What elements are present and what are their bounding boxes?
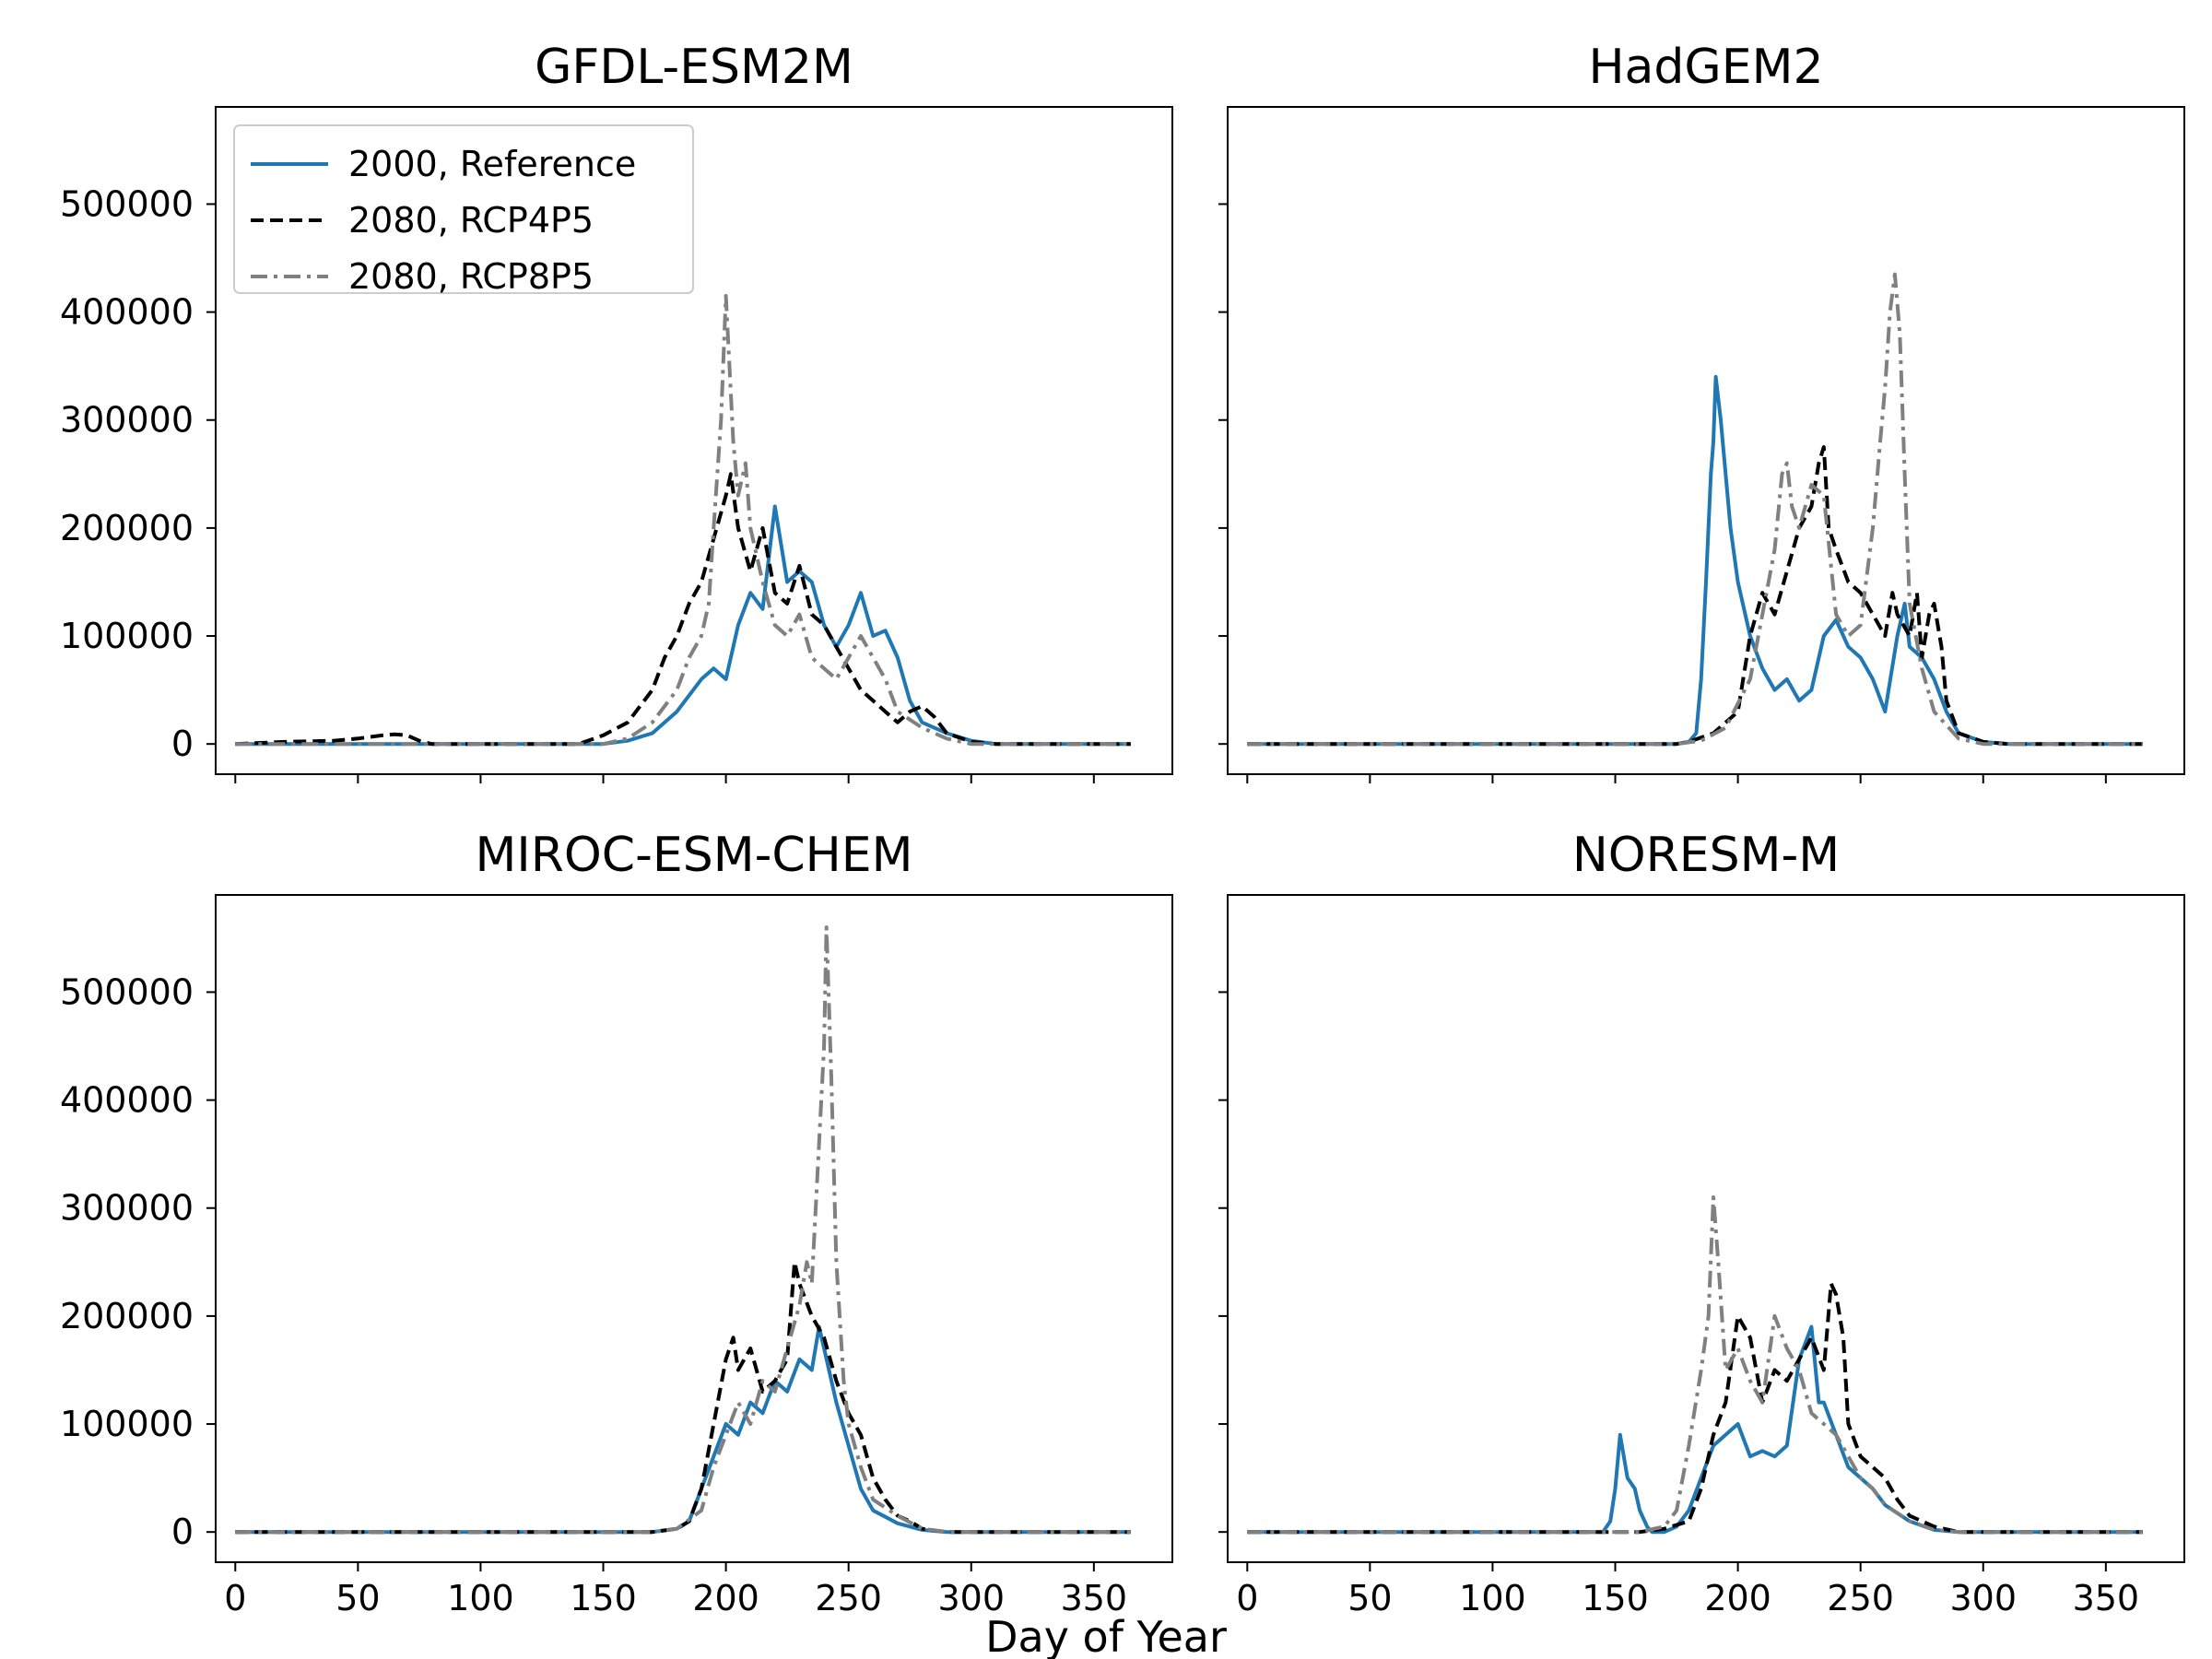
x-axis-label: Day of Year <box>985 1612 1227 1659</box>
panel-3: NORESM-M 0 50 100 150 200 250 300 350 <box>1218 828 2185 1618</box>
series-line <box>235 472 1131 747</box>
panel-title: GFDL-ESM2M <box>535 40 853 95</box>
series-line <box>1247 272 2143 747</box>
panel-1: HadGEM2 <box>1218 40 2185 783</box>
panel-title: MIROC-ESM-CHEM <box>476 828 913 883</box>
series-line <box>1247 445 2143 747</box>
series-line <box>235 1260 1131 1535</box>
legend: 2000, Reference 2080, RCP4P5 2080, RCP8P5 <box>233 124 694 297</box>
y-tick-label: 0 <box>171 724 194 764</box>
x-tick-label: 50 <box>1347 1578 1392 1618</box>
x-tick-label: 0 <box>1236 1578 1258 1618</box>
legend-box <box>233 124 694 294</box>
x-tick-label: 150 <box>1582 1578 1649 1618</box>
panel-title: HadGEM2 <box>1588 40 1823 95</box>
x-tick-label: 350 <box>2073 1578 2140 1618</box>
series-group <box>235 925 1131 1535</box>
x-tick-label: 200 <box>692 1578 759 1618</box>
series-line <box>1247 1195 2143 1535</box>
y-tick-label: 300000 <box>60 1188 194 1229</box>
y-tick-label: 500000 <box>60 971 194 1012</box>
x-tick-label: 100 <box>447 1578 514 1618</box>
y-tick-label: 300000 <box>60 400 194 441</box>
series-line <box>235 925 1131 1535</box>
legend-label: 2080, RCP8P5 <box>348 256 594 297</box>
x-tick-label: 0 <box>224 1578 246 1618</box>
series-line <box>235 504 1131 747</box>
series-line <box>1247 374 2143 747</box>
panel-title: NORESM-M <box>1572 828 1840 883</box>
panel-0: GFDL-ESM2M 0 100000 200000 300000 400000 50000… <box>60 40 1173 783</box>
x-tick-label: 150 <box>570 1578 637 1618</box>
x-tick-label: 250 <box>815 1578 882 1618</box>
y-tick-label: 200000 <box>60 508 194 548</box>
y-tick-label: 100000 <box>60 1404 194 1444</box>
y-tick-label: 400000 <box>60 292 194 333</box>
series-group <box>1247 272 2143 747</box>
x-tick-label: 200 <box>1704 1578 1771 1618</box>
y-tick-label: 0 <box>171 1512 194 1552</box>
y-tick-label: 400000 <box>60 1080 194 1121</box>
plot-frame <box>1227 894 2185 1563</box>
series-line <box>1247 1324 2143 1535</box>
x-tick-label: 300 <box>937 1578 1005 1618</box>
y-tick-label: 200000 <box>60 1296 194 1336</box>
x-tick-label: 100 <box>1459 1578 1526 1618</box>
panel-2: MIROC-ESM-CHEM 0 50 100 150 200 250 300 350 0 1000… <box>60 828 1173 1618</box>
plot-frame <box>215 106 1173 775</box>
x-tick-label: 250 <box>1827 1578 1894 1618</box>
x-tick-label: 300 <box>1949 1578 2017 1618</box>
series-group <box>235 294 1131 747</box>
x-tick-label: 50 <box>335 1578 380 1618</box>
legend-label: 2000, Reference <box>348 144 636 184</box>
y-tick-label: 100000 <box>60 616 194 656</box>
plot-frame <box>215 894 1173 1563</box>
plot-frame <box>1227 106 2185 775</box>
legend-label: 2080, RCP4P5 <box>348 200 594 241</box>
series-line <box>235 294 1131 747</box>
series-group <box>1247 1195 2143 1535</box>
x-tick-label: 350 <box>1061 1578 1128 1618</box>
series-line <box>1247 1281 2143 1535</box>
y-tick-label: 500000 <box>60 183 194 224</box>
